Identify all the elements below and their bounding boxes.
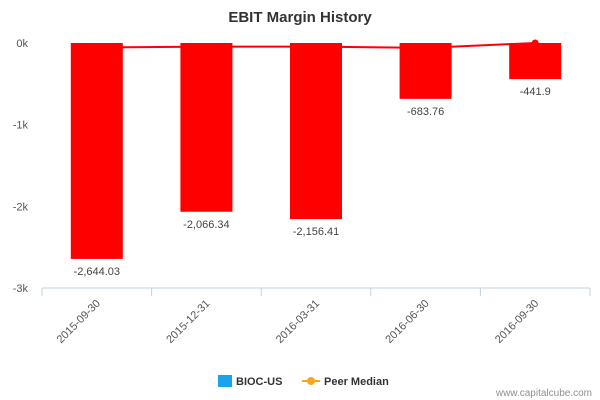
bar	[509, 43, 562, 80]
peer-median-point	[531, 39, 539, 47]
data-label: -2,066.34	[183, 219, 229, 231]
bars	[70, 43, 562, 259]
y-axis: 0k -1k -2k -3k	[13, 38, 29, 295]
data-label: -2,644.03	[74, 266, 120, 278]
peer-median-series-line	[96, 42, 536, 49]
data-label: -2,156.41	[293, 226, 339, 238]
bar	[180, 43, 233, 212]
x-tick-label: 2016-09-30	[493, 298, 541, 346]
legend-marker-peer	[307, 377, 315, 385]
x-axis: 2015-09-30 2015-12-31 2016-03-31 2016-06-30…	[41, 287, 591, 346]
data-label: -683.76	[407, 106, 444, 118]
chart-title: EBIT Margin History	[228, 9, 372, 26]
credit-text: www.capitalcube.com	[495, 388, 592, 399]
bar	[399, 43, 452, 99]
y-tick-label: -1k	[13, 120, 29, 132]
data-label: -441.9	[520, 86, 551, 98]
y-tick-label: 0k	[16, 38, 28, 50]
legend-swatch-bioc	[218, 375, 232, 387]
legend-label-peer: Peer Median	[324, 376, 389, 388]
x-tick-label: 2016-06-30	[383, 298, 431, 346]
bar	[70, 43, 123, 259]
y-tick-label: -3k	[13, 283, 29, 295]
x-tick-label: 2016-03-31	[274, 298, 322, 346]
data-labels: -2,644.03 -2,066.34 -2,156.41 -683.76 -441.9	[74, 86, 551, 278]
x-tick-label: 2015-09-30	[55, 298, 103, 346]
y-tick-label: -2k	[13, 201, 29, 213]
legend[interactable]: BIOC-US Peer Median	[218, 375, 389, 388]
peer-median-line	[96, 39, 539, 49]
bar	[290, 43, 342, 220]
x-tick-label: 2015-12-31	[164, 298, 212, 346]
legend-label-bioc: BIOC-US	[236, 376, 282, 388]
